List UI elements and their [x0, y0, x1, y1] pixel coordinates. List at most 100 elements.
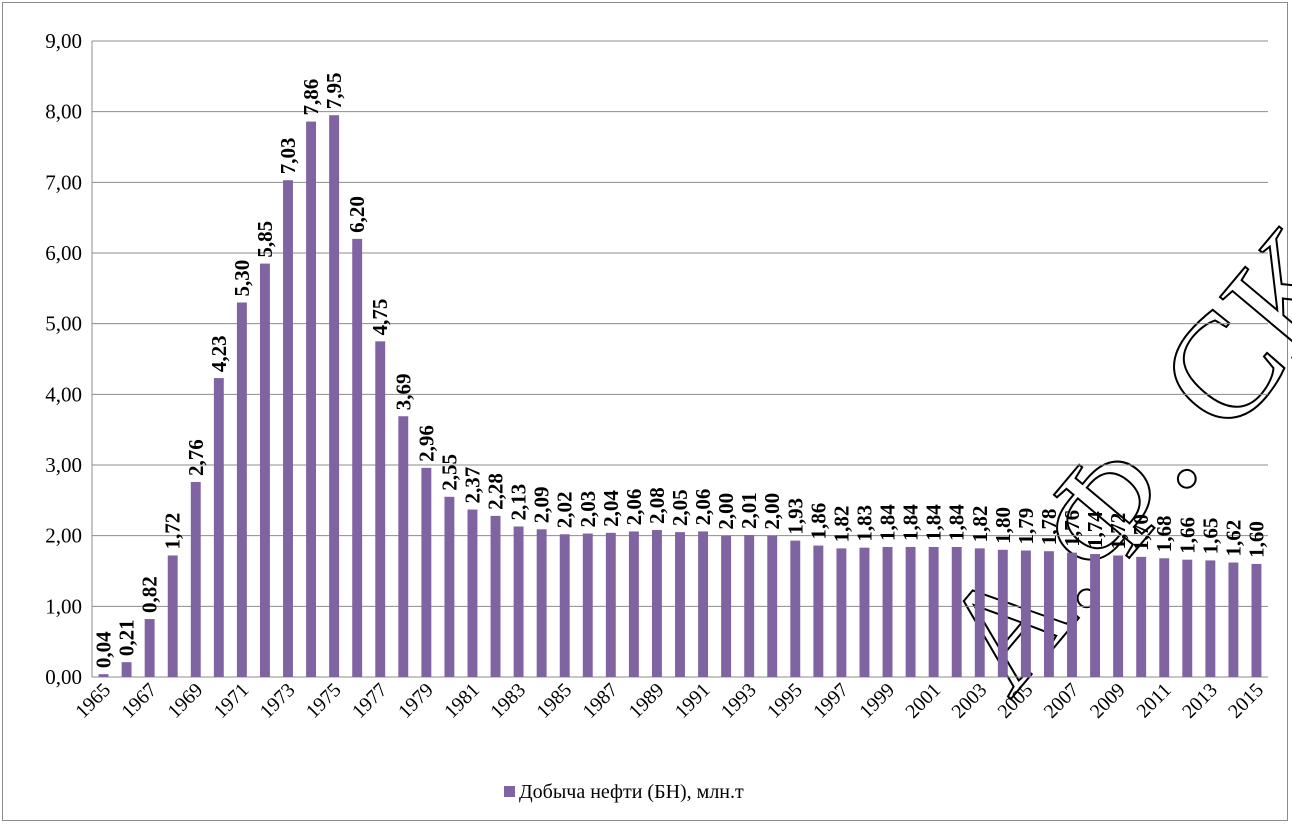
data-label-1998: 1,83	[852, 505, 876, 542]
bar-2000	[905, 546, 916, 677]
data-label-2003: 1,82	[968, 506, 992, 543]
data-label-1986: 2,03	[576, 491, 600, 528]
data-label-1992: 2,00	[714, 493, 738, 530]
bar-1974	[306, 121, 317, 677]
x-tick-label: 2015	[1224, 679, 1268, 723]
x-tick-label: 1991	[671, 679, 715, 723]
bar-1995	[790, 540, 801, 677]
data-label-1995: 1,93	[783, 498, 807, 535]
bar-1999	[882, 546, 893, 677]
bar-1975	[329, 115, 340, 677]
data-label-1999: 1,84	[876, 504, 900, 541]
data-label-2007: 1,76	[1060, 510, 1084, 547]
data-label-1991: 2,06	[691, 489, 715, 526]
bar-1991	[698, 531, 709, 677]
bar-1983	[513, 526, 524, 677]
data-label-1967: 0,82	[138, 576, 162, 613]
bar-1997	[836, 548, 847, 677]
data-label-1972: 5,85	[253, 221, 277, 258]
x-tick-label: 1987	[579, 679, 623, 723]
bar-1989	[651, 530, 662, 677]
bar-2006	[1043, 551, 1054, 677]
data-label-1984: 2,09	[530, 487, 554, 524]
bar-1967	[144, 619, 155, 677]
y-tick-label: 8,00	[45, 100, 82, 124]
data-label-1993: 2,01	[737, 492, 761, 529]
bar-1985	[559, 534, 570, 677]
data-label-1966: 0,21	[115, 619, 139, 656]
bar-2005	[1020, 550, 1031, 677]
x-tick-label: 1997	[809, 679, 853, 723]
data-label-1974: 7,86	[299, 79, 323, 116]
y-tick-label: 3,00	[45, 453, 82, 477]
bar-1988	[628, 531, 639, 677]
data-label-1973: 7,03	[276, 137, 300, 174]
data-label-2010: 1,70	[1129, 514, 1153, 551]
x-tick-label: 1989	[625, 679, 669, 723]
x-tick-label: 2011	[1132, 679, 1175, 722]
x-tick-label: 2009	[1086, 679, 1130, 723]
x-tick-label: 1979	[394, 679, 438, 723]
bar-1990	[675, 532, 685, 677]
x-tick-label: 1969	[163, 679, 207, 723]
bar-1994	[767, 535, 778, 677]
bar-2011	[1159, 558, 1170, 677]
y-tick-label: 9,00	[45, 29, 82, 53]
x-tick-label: 1999	[855, 679, 899, 723]
data-label-1987: 2,04	[599, 490, 623, 527]
x-tick-label: 1985	[532, 679, 576, 723]
bar-2007	[1067, 552, 1077, 677]
bar-1969	[190, 481, 201, 677]
bar-1981	[467, 509, 478, 677]
bar-2001	[928, 546, 939, 677]
bar-2004	[997, 549, 1008, 677]
bar-1968	[167, 555, 178, 677]
data-label-1976: 6,20	[345, 196, 369, 233]
bar-1996	[813, 545, 824, 677]
y-tick-label: 1,00	[45, 594, 82, 618]
data-label-1982: 2,28	[484, 473, 508, 510]
bar-2014	[1228, 562, 1239, 677]
data-label-2011: 1,68	[1152, 516, 1176, 553]
bar-2002	[951, 546, 962, 677]
x-tick-label: 1967	[117, 679, 161, 723]
x-tick-label: 1993	[717, 679, 761, 723]
data-label-1980: 2,55	[437, 454, 461, 491]
y-tick-label: 6,00	[45, 241, 82, 265]
data-label-1990: 2,05	[668, 489, 692, 526]
bar-1972	[259, 263, 270, 677]
data-label-2015: 1,60	[1244, 521, 1268, 558]
bar-2015	[1251, 563, 1262, 677]
data-label-1981: 2,37	[460, 467, 484, 504]
data-label-2001: 1,84	[922, 504, 946, 541]
bar-1984	[536, 529, 547, 677]
data-label-1975: 7,95	[322, 72, 346, 109]
bar-1986	[582, 533, 593, 677]
bar-1978	[398, 416, 409, 677]
data-label-2004: 1,80	[991, 507, 1015, 544]
data-label-2008: 1,74	[1083, 511, 1107, 548]
x-tick-label: 2001	[901, 679, 945, 723]
x-tick-label: 1975	[302, 679, 346, 723]
y-tick-label: 5,00	[45, 312, 82, 336]
bar-1992	[721, 535, 732, 677]
data-label-1977: 4,75	[368, 299, 392, 336]
bar-2010	[1136, 556, 1147, 677]
data-label-2014: 1,62	[1221, 520, 1245, 557]
bar-2012	[1182, 559, 1193, 677]
bar-1970	[213, 378, 224, 677]
legend-swatch	[504, 786, 515, 797]
y-axis-ticks: 0,00 1,00 2,00 3,00 4,00 5,00 6,00 7,00 8,00 9,00	[45, 29, 82, 689]
data-label-1994: 2,00	[760, 493, 784, 530]
bar-1982	[490, 515, 501, 677]
y-tick-label: 2,00	[45, 524, 82, 548]
bar-2008	[1090, 554, 1101, 677]
y-tick-label: 7,00	[45, 170, 82, 194]
data-label-1996: 1,86	[806, 503, 830, 540]
bar-1965	[98, 674, 109, 677]
y-tick-label: 0,00	[45, 665, 82, 689]
bar-2009	[1113, 555, 1124, 677]
data-label-1978: 3,69	[391, 373, 415, 410]
data-label-2000: 1,84	[899, 504, 923, 541]
